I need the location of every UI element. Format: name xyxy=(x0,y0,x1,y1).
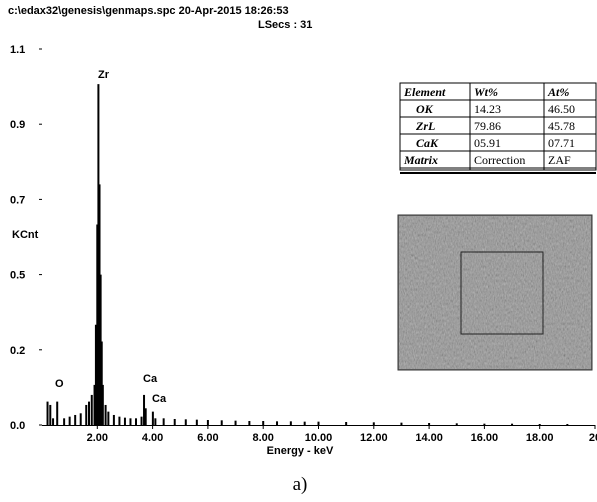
x-tick-label: 4.00 xyxy=(142,432,163,444)
table-cell: 45.78 xyxy=(548,119,575,133)
table-header: Element xyxy=(403,85,446,99)
table-cell: 14.23 xyxy=(474,102,501,116)
table-cell: OK xyxy=(416,102,434,116)
peak-label: O xyxy=(55,378,64,390)
x-tick-label: 18.00 xyxy=(526,432,554,444)
y-tick-label: 1.1 xyxy=(10,44,25,56)
table-frame xyxy=(399,82,597,171)
x-tick-label: 2.00 xyxy=(87,432,108,444)
caption: a) xyxy=(293,474,308,495)
table-cell: Correction xyxy=(474,153,525,167)
table-header: Wt% xyxy=(474,85,498,99)
table-cell: ZrL xyxy=(415,119,435,133)
y-axis-label: KCnt xyxy=(12,229,39,241)
live-seconds: LSecs : 31 xyxy=(258,19,312,31)
x-tick-label: 10.00 xyxy=(305,432,333,444)
peak-label: Ca xyxy=(143,373,158,385)
file-header: c:\edax32\genesis\genmaps.spc 20-Apr-201… xyxy=(8,5,289,17)
y-tick-label: 0.0 xyxy=(10,420,25,432)
peak-label: Ca xyxy=(152,393,167,405)
analysis-area xyxy=(460,251,544,335)
y-tick-label: 0.9 xyxy=(10,119,25,131)
x-tick-label: 14.00 xyxy=(415,432,443,444)
x-axis-label: Energy - keV xyxy=(267,445,334,457)
y-tick-label: 0.2 xyxy=(10,345,25,357)
y-tick-label: 0.5 xyxy=(10,270,25,282)
table-cell: CaK xyxy=(416,136,439,150)
table-cell: Matrix xyxy=(403,153,438,167)
table-cell: ZAF xyxy=(548,153,571,167)
micrograph xyxy=(397,214,593,371)
table-header: At% xyxy=(547,85,569,99)
x-tick-label: 6.00 xyxy=(197,432,218,444)
table-cell: 07.71 xyxy=(548,136,575,150)
y-tick-label: 0.7 xyxy=(10,194,25,206)
x-tick-label: 8.00 xyxy=(252,432,273,444)
x-tick-label: 12.00 xyxy=(360,432,388,444)
table-cell: 05.91 xyxy=(474,136,501,150)
table-cell: 79.86 xyxy=(474,119,501,133)
x-tick-label: 16.00 xyxy=(471,432,499,444)
micrograph-texture xyxy=(399,216,591,369)
x-tick-label: 20 xyxy=(589,432,597,444)
peak-label: Zr xyxy=(98,69,110,81)
table-cell: 46.50 xyxy=(548,102,575,116)
inset-table: Element Wt% At% OK 14.23 46.50 ZrL 79.86 45.78 Ca… xyxy=(399,82,597,174)
